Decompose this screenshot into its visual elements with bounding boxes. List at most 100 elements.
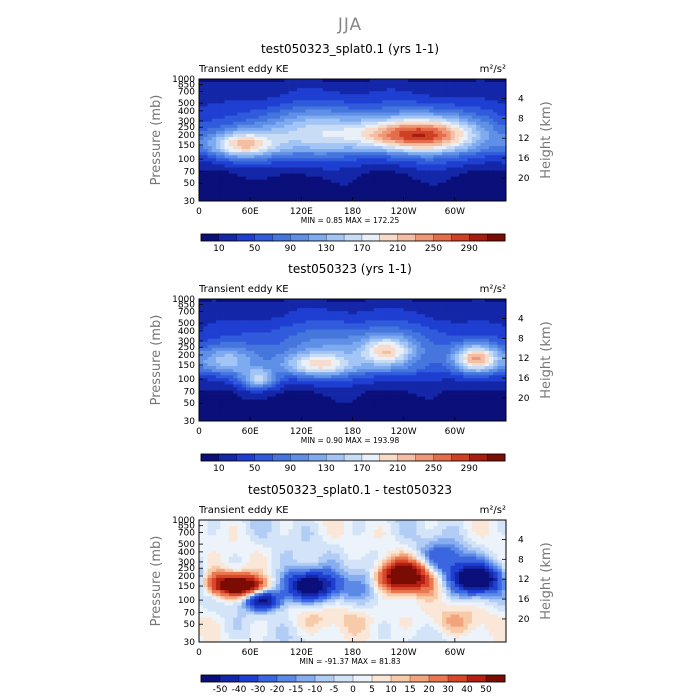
heatmap-cell [216,341,221,346]
heatmap-cell [250,82,255,86]
heatmap-cell [318,85,324,89]
heatmap-cell [459,302,464,306]
heatmap-cell [297,360,302,364]
heatmap-cell [493,381,498,385]
heatmap-cell [399,197,405,202]
heatmap-cell [369,344,375,349]
heatmap-cell [220,360,225,364]
heatmap-cell [254,173,260,177]
heatmap-cell [446,161,451,165]
heatmap-cell [412,299,417,303]
heatmap-cell [416,350,422,355]
heatmap-cell [407,308,413,312]
heatmap-cell [442,109,447,113]
heatmap-cell [250,103,255,107]
heatmap-cell [245,112,251,116]
heatmap-cell [199,94,204,98]
heatmap-cell [250,115,255,120]
heatmap-cell [216,118,221,123]
heatmap-cell [429,185,434,190]
heatmap-cell [403,179,409,184]
heatmap-cell [326,338,332,343]
heatmap-cell [228,341,234,346]
heatmap-cell [390,149,396,153]
heatmap-cell [250,179,255,184]
heatmap-cell [480,338,486,343]
heatmap-cell [369,372,375,376]
heatmap-cell [203,133,208,138]
heatmap-cell [199,188,204,193]
heatmap-cell [297,188,302,193]
heatmap-cell [305,140,311,144]
heatmap-cell [254,378,260,382]
heatmap-cell [403,381,409,385]
heatmap-cell [352,94,358,98]
heatmap-cell [493,191,498,196]
heatmap-cell [297,320,302,324]
heatmap-cell [241,314,247,318]
heatmap-cell [467,143,473,147]
heatmap-cell [446,332,451,336]
heatmap-cell [424,182,430,187]
heatmap-cell [424,305,430,309]
heatmap-cell [463,79,469,83]
heatmap-cell [361,369,366,373]
heatmap-cell [267,197,272,202]
heatmap-cell [326,115,332,120]
heatmap-cell [369,302,375,306]
heatmap-cell [484,97,490,101]
heatmap-cell [352,332,358,336]
heatmap-cell [237,353,243,358]
heatmap-cell [331,103,336,107]
heatmap-cell [395,130,400,135]
heatmap-cell [399,320,405,324]
heatmap-cell [224,130,230,135]
heatmap-cell [220,170,225,174]
heatmap-cell [288,115,294,120]
heatmap-cell [258,366,264,370]
heatmap-cell [471,363,477,367]
heatmap-cell [476,100,481,104]
heatmap-cell [237,335,243,340]
heatmap-cell [254,97,260,101]
heatmap-cell [382,375,388,379]
heatmap-cell [382,176,388,181]
heatmap-cell [467,329,473,333]
heatmap-cell [322,317,328,321]
heatmap-cell [390,360,396,364]
heatmap-cell [480,106,486,110]
heatmap-cell [493,369,498,373]
heatmap-cell [322,85,328,89]
heatmap-cell [207,320,213,324]
heatmap-cell [480,311,486,315]
heatmap-cell [245,176,251,181]
heatmap-cell [459,369,464,373]
heatmap-cell [395,158,400,162]
heatmap-cell [326,344,332,349]
heatmap-cell [326,302,332,306]
heatmap-cell [335,167,341,171]
heatmap-cell [488,372,494,376]
heatmap-cell [488,82,494,86]
heatmap-cell [420,100,426,104]
heatmap-cell [228,329,234,333]
heatmap-cell [331,155,336,159]
heatmap-cell [237,149,243,153]
heatmap-cell [348,79,353,83]
heatmap-cell [314,381,319,385]
heatmap-cell [275,106,281,110]
heatmap-cell [241,384,247,388]
heatmap-cell [454,161,460,165]
heatmap-cell [271,344,277,349]
heatmap-cell [199,179,204,184]
heatmap-cell [378,323,383,327]
heatmap-cell [442,378,447,382]
heatmap-cell [237,179,243,184]
heatmap-cell [241,366,247,370]
heatmap-cell [459,356,464,361]
heatmap-cell [361,381,366,385]
heatmap-cell [437,375,443,379]
heatmap-cell [254,372,260,376]
heatmap-cell [373,347,379,352]
heatmap-cell [442,170,447,174]
